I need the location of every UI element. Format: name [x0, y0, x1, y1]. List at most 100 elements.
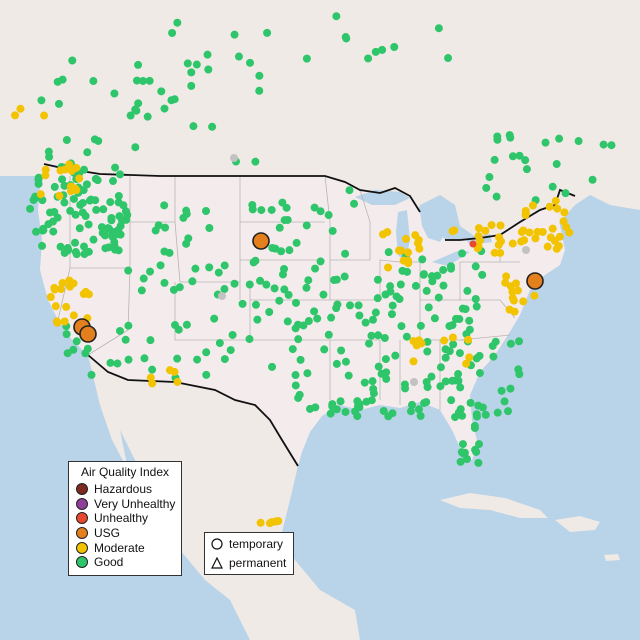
very-unhealthy-swatch [76, 497, 88, 510]
monitor-dot [253, 315, 262, 324]
monitor-dot [263, 28, 272, 37]
monitor-dot [248, 200, 257, 209]
monitor-dot [373, 275, 382, 284]
monitor-dot [474, 242, 483, 251]
monitor-dot [170, 95, 179, 104]
monitor-dot [215, 339, 224, 348]
monitor-dot [457, 448, 466, 457]
monitor-dot [367, 396, 376, 405]
monitor-dot [310, 307, 319, 316]
monitor-dot [436, 382, 445, 391]
monitor-dot [485, 173, 494, 182]
monitor-dot [283, 317, 292, 326]
monitor-dot [463, 455, 472, 464]
monitor-dot [337, 346, 346, 355]
monitor-dot [414, 405, 423, 414]
monitor-dot [274, 517, 283, 526]
monitor-dot [245, 280, 254, 289]
monitor-dot [341, 357, 350, 366]
monitor-dot [83, 344, 92, 353]
monitor-dot [226, 346, 235, 355]
monitor-dot [280, 285, 289, 294]
monitor-dot [396, 280, 405, 289]
monitor-dot [267, 205, 276, 214]
monitor-dot [138, 76, 147, 85]
monitor-dot [487, 221, 496, 230]
monitor-dot [245, 335, 254, 344]
monitor-dot [505, 305, 514, 314]
monitor-dot [434, 24, 443, 33]
monitor-dot [87, 195, 96, 204]
monitor-dot [427, 272, 436, 281]
monitor-dot [380, 333, 389, 342]
monitor-dot [531, 234, 540, 243]
monitor-dot [416, 412, 425, 421]
monitor-dot [474, 458, 483, 467]
monitor-dot [342, 34, 351, 43]
monitor-dot [303, 369, 312, 378]
monitor-dot [368, 315, 377, 324]
monitor-dot [355, 400, 364, 409]
monitor-dot [168, 28, 177, 37]
monitor-dot [140, 354, 149, 363]
monitor-dot [160, 278, 169, 287]
monitor-dot [148, 379, 157, 388]
monitor-dot [106, 358, 115, 367]
legend-label: Good [94, 555, 124, 570]
monitor-dot [169, 285, 178, 294]
monitor-dot [607, 141, 616, 150]
monitor-dot [110, 241, 119, 250]
monitor-dot [62, 330, 71, 339]
monitor-dot [522, 246, 530, 254]
monitor-dot [70, 238, 79, 247]
monitor-dot [161, 223, 170, 232]
monitor-dot [545, 202, 554, 211]
monitor-dot [409, 357, 418, 366]
monitor-dot [34, 173, 43, 182]
monitor-dot [34, 179, 43, 188]
monitor-dot [458, 249, 467, 258]
monitor-dot [515, 337, 524, 346]
monitor-dot [474, 232, 483, 241]
monitor-dot [103, 224, 112, 233]
monitor-dot [543, 242, 552, 251]
monitor-dot [160, 201, 169, 210]
monitor-dot [265, 307, 274, 316]
monitor-dot [472, 412, 481, 421]
monitor-dot [58, 279, 67, 288]
monitor-dot [423, 347, 432, 356]
monitor-dot [439, 281, 448, 290]
legend-item-hazardous: Hazardous [69, 482, 181, 497]
monitor-dot [275, 223, 284, 232]
monitor-dot [553, 204, 562, 213]
monitor-dot [341, 249, 350, 258]
monitor-dot [285, 246, 294, 255]
monitor-dots [11, 12, 616, 528]
monitor-dot [326, 409, 335, 418]
monitor-dot [550, 236, 559, 245]
monitor-dot [262, 280, 271, 289]
monitor-dot [541, 138, 550, 147]
monitor-dot [37, 96, 46, 105]
monitor-dot [418, 255, 427, 264]
monitor-dot [441, 377, 450, 386]
monitor-dot [472, 302, 481, 311]
monitor-dot [50, 207, 59, 216]
monitor-dot [490, 248, 499, 257]
monitor-dot [202, 370, 211, 379]
monitor-dot [277, 247, 286, 256]
monitor-dot [11, 111, 20, 120]
monitor-dot [230, 279, 239, 288]
monitor-dot [62, 136, 71, 145]
monitor-dot [445, 322, 454, 331]
monitor-dot [508, 239, 517, 248]
monitor-dot [472, 354, 481, 363]
monitor-dot [202, 348, 211, 357]
monitor-dot [295, 390, 304, 399]
monitor-dot [268, 362, 277, 371]
monitor-dot [87, 370, 96, 379]
monitor-dot [466, 398, 475, 407]
monitor-dot [408, 400, 417, 409]
monitor-dot [89, 235, 98, 244]
monitor-dot [522, 165, 531, 174]
